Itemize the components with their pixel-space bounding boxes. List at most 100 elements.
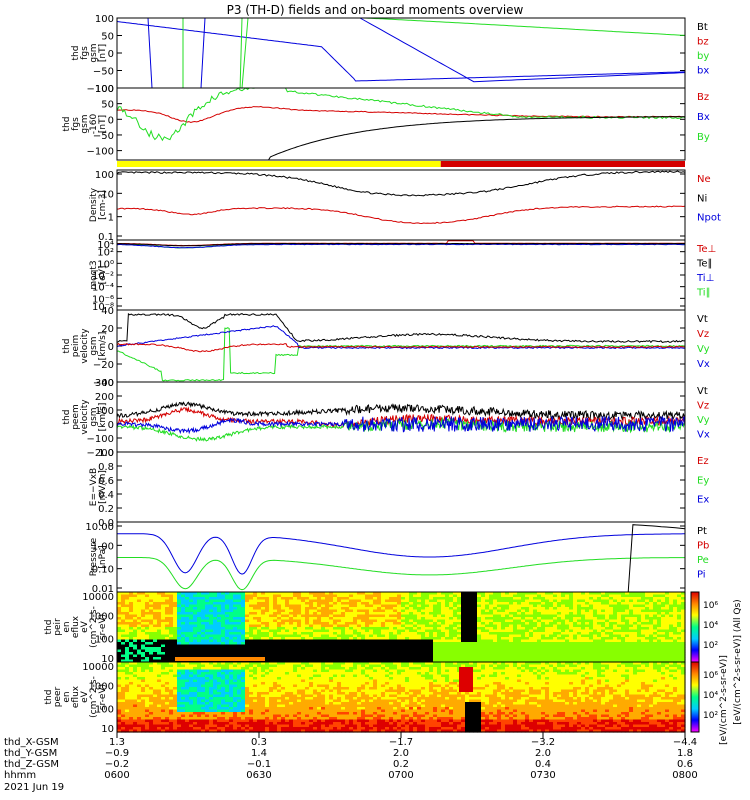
spectrogram-cell [633, 639, 638, 643]
spectrogram-cell [481, 649, 486, 653]
spectrogram-cell [489, 602, 494, 606]
spectrogram-cell [173, 692, 178, 696]
spectrogram-cell [293, 594, 298, 598]
spectrogram-cell [177, 674, 182, 678]
spectrogram-cell [401, 642, 406, 646]
spectrogram-cell [441, 619, 446, 623]
y-axis-label: peer [53, 686, 63, 707]
spectrogram-cell [333, 599, 338, 603]
spectrogram-cell [149, 657, 154, 661]
spectrogram-cell [181, 627, 186, 631]
spectrogram-cell [349, 652, 354, 656]
spectrogram-cell [577, 614, 582, 618]
spectrogram-cell [145, 657, 150, 661]
spectrogram-cell [665, 647, 670, 651]
spectrogram-cell [553, 644, 558, 648]
spectrogram-cell [257, 619, 262, 623]
spectrogram-cell [649, 622, 654, 626]
spectrogram-cell [121, 657, 126, 661]
spectrogram-cell [549, 602, 554, 606]
spectrogram-cell [521, 617, 526, 621]
spectrogram-cell [469, 592, 474, 596]
spectrogram-cell [193, 714, 198, 718]
spectrogram-cell [317, 649, 322, 653]
spectrogram-cell [513, 649, 518, 653]
spectrogram-cell [281, 642, 286, 646]
spectrogram-cell [573, 654, 578, 658]
spectrogram-cell [621, 614, 626, 618]
spectrogram-cell [237, 654, 242, 658]
spectrogram-cell [125, 617, 130, 621]
spectrogram-cell [485, 619, 490, 623]
spectrogram-cell [517, 639, 522, 643]
spectrogram-cell [521, 602, 526, 606]
spectrogram-cell [153, 669, 158, 673]
spectrogram-cell [485, 629, 490, 633]
spectrogram-cell [533, 657, 538, 661]
spectrogram-cell [477, 654, 482, 658]
spectrogram-cell [609, 634, 614, 638]
spectrogram-cell [173, 699, 178, 703]
spectrogram-cell [137, 714, 142, 718]
spectrogram-cell [209, 632, 214, 636]
spectrogram-cell [161, 664, 166, 668]
spectrogram-cell [637, 652, 642, 656]
spectrogram-cell [149, 619, 154, 623]
spectrogram-cell [409, 602, 414, 606]
spectrogram-cell [185, 682, 190, 686]
spectrogram-cell [433, 592, 438, 596]
spectrogram-cell [397, 602, 402, 606]
spectrogram-cell [453, 614, 458, 618]
spectrogram-cell [601, 642, 606, 646]
spectrogram-cell [205, 642, 210, 646]
spectrogram-cell [257, 624, 262, 628]
spectrogram-cell [481, 659, 486, 663]
spectrogram-cell [497, 657, 502, 661]
spectrogram-cell [589, 624, 594, 628]
spectrogram-cell [345, 602, 350, 606]
panel-temp [117, 243, 685, 307]
spectrogram-cell [137, 704, 142, 708]
spectrogram-cell [401, 652, 406, 656]
spectrogram-cell [581, 609, 586, 613]
spectrogram-cell [485, 602, 490, 606]
spectrogram-cell [277, 599, 282, 603]
y-tick-label: −100 [87, 84, 114, 95]
spectrogram-cell [145, 607, 150, 611]
spectrogram-cell [653, 599, 658, 603]
spectrogram-cell [153, 634, 158, 638]
spectrogram-cell [261, 632, 266, 636]
spectrogram-cell [145, 627, 150, 631]
spectrogram-cell [377, 652, 382, 656]
spectrogram-cell [405, 637, 410, 641]
spectrogram-cell [621, 617, 626, 621]
spectrogram-cell [153, 647, 158, 651]
spectrogram-cell [321, 637, 326, 641]
spectrogram-cell [505, 607, 510, 611]
spectrogram-cell [481, 634, 486, 638]
spectrogram-cell [157, 729, 162, 733]
spectrogram-cell [581, 642, 586, 646]
spectrogram-cell [145, 664, 150, 668]
spectrogram-cell [237, 634, 242, 638]
spectrogram-cell [537, 652, 542, 656]
spectrogram-cell [653, 644, 658, 648]
spectrogram-cell [209, 622, 214, 626]
spectrogram-cell [409, 627, 414, 631]
spectrogram-cell [465, 622, 470, 626]
spectrogram-cell [237, 604, 242, 608]
spectrogram-cell [369, 644, 374, 648]
spectrogram-cell [625, 619, 630, 623]
spectrogram-cell [449, 592, 454, 596]
spectrogram-cell [285, 619, 290, 623]
spectrogram-cell [373, 634, 378, 638]
spectrogram-cell [185, 697, 190, 701]
spectrogram-cell [405, 652, 410, 656]
spectrogram-cell [309, 647, 314, 651]
spectrogram-cell [197, 649, 202, 653]
spectrogram-cell [217, 699, 222, 703]
spectrogram-cell [125, 622, 130, 626]
spectrogram-cell [541, 619, 546, 623]
spectrogram-cell [177, 639, 182, 643]
spectrogram-cell [149, 697, 154, 701]
